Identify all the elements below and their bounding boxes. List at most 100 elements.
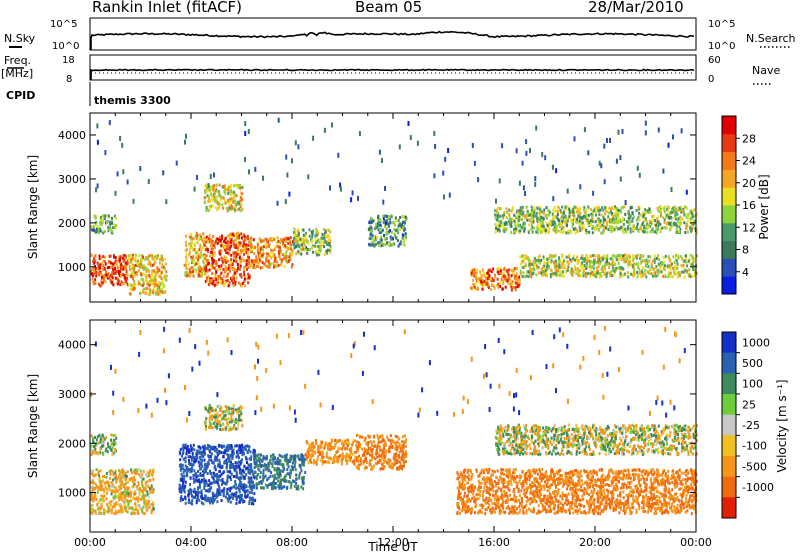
- echo-cell: [260, 255, 263, 259]
- echo-cell: [626, 227, 629, 231]
- echo-cell: [573, 205, 576, 209]
- echo-cell: [238, 281, 241, 285]
- echo-cell: [124, 279, 127, 283]
- echo-cell: [636, 275, 639, 279]
- echo-cell: [199, 269, 202, 273]
- echo-cell: [603, 272, 606, 276]
- echo-cell: [162, 170, 165, 176]
- echo-cell: [607, 219, 609, 223]
- echo-cell: [593, 259, 596, 263]
- echo-cell: [617, 215, 620, 219]
- echo-cell: [119, 503, 122, 506]
- echo-cell: [529, 148, 531, 153]
- echo-cell: [190, 255, 193, 259]
- echo-cell: [606, 138, 608, 143]
- echo-cell: [139, 261, 142, 265]
- echo-cell: [143, 501, 146, 505]
- echo-cell: [384, 186, 386, 191]
- echo-cell: [247, 266, 249, 269]
- echo-cell: [198, 480, 201, 484]
- echo-cell: [120, 486, 123, 490]
- echo-cell: [134, 259, 137, 263]
- echo-cell: [258, 237, 261, 241]
- echo-cell: [127, 486, 130, 490]
- echo-cell: [304, 248, 307, 252]
- echo-cell: [376, 226, 379, 230]
- echo-cell: [118, 475, 121, 479]
- echo-cell: [185, 253, 188, 257]
- echo-cell: [114, 433, 117, 437]
- echo-cell: [133, 475, 136, 479]
- echo-cell: [255, 264, 258, 268]
- echo-cell: [196, 254, 198, 257]
- echo-cell: [112, 451, 115, 455]
- echo-cell: [632, 255, 635, 258]
- echo-cell: [608, 225, 611, 229]
- echo-cell: [268, 243, 271, 247]
- echo-cell: [572, 257, 575, 261]
- echo-cell: [475, 281, 478, 285]
- echo-cell: [549, 253, 552, 257]
- echo-cell: [670, 226, 673, 230]
- echo-cell: [205, 264, 208, 268]
- echo-cell: [584, 231, 587, 235]
- echo-cell: [657, 224, 660, 228]
- echo-cell: [532, 266, 535, 270]
- echo-cell: [236, 486, 239, 490]
- echo-cell: [548, 256, 551, 260]
- echo-cell: [199, 491, 202, 495]
- echo-cell: [164, 262, 167, 266]
- echo-cell: [205, 235, 208, 239]
- echo-cell: [184, 249, 187, 252]
- echo-cell: [110, 438, 112, 442]
- nsky-tick-bottom: 10^0: [52, 41, 79, 52]
- echo-cell: [658, 258, 660, 261]
- echo-cell: [147, 258, 150, 261]
- echo-cell: [244, 248, 247, 252]
- echo-cell: [206, 279, 209, 283]
- echo-cell: [152, 291, 155, 295]
- echo-cell: [100, 504, 103, 508]
- echo-cell: [140, 508, 143, 512]
- echo-cell: [209, 254, 211, 258]
- echo-cell: [114, 267, 116, 271]
- echo-cell: [572, 222, 575, 226]
- echo-cell: [267, 259, 270, 263]
- echo-cell: [94, 222, 97, 226]
- echo-cell: [667, 271, 670, 275]
- echo-cell: [544, 273, 547, 276]
- echo-cell: [495, 198, 497, 204]
- echo-cell: [94, 443, 97, 447]
- echo-cell: [662, 256, 665, 259]
- echo-cell: [283, 254, 286, 258]
- echo-cell: [125, 262, 128, 266]
- echo-cell: [197, 261, 200, 265]
- echo-cell: [217, 267, 220, 271]
- echo-cell: [631, 220, 634, 223]
- echo-cell: [90, 507, 93, 511]
- echo-cell: [544, 155, 547, 161]
- echo-cell: [116, 489, 119, 493]
- echo-cell: [239, 273, 242, 277]
- echo-cell: [213, 497, 216, 501]
- echo-cell: [228, 206, 231, 210]
- echo-cell: [273, 265, 275, 269]
- colorbar-tick-label: 8: [742, 244, 749, 257]
- echo-cell: [621, 220, 624, 224]
- echo-cell: [548, 226, 551, 230]
- echo-cell: [219, 276, 222, 280]
- echo-cell: [99, 218, 102, 222]
- echo-cell: [683, 259, 686, 263]
- echo-cell: [220, 258, 223, 262]
- echo-cell: [211, 257, 214, 260]
- echo-cell: [389, 243, 392, 247]
- echo-cell: [188, 467, 191, 471]
- echo-cell: [154, 271, 157, 274]
- echo-cell: [232, 242, 235, 246]
- echo-cell: [254, 498, 257, 502]
- echo-cell: [121, 473, 124, 477]
- echo-cell: [540, 230, 542, 234]
- echo-cell: [92, 499, 95, 503]
- echo-cell: [582, 271, 585, 275]
- echo-cell: [238, 484, 240, 487]
